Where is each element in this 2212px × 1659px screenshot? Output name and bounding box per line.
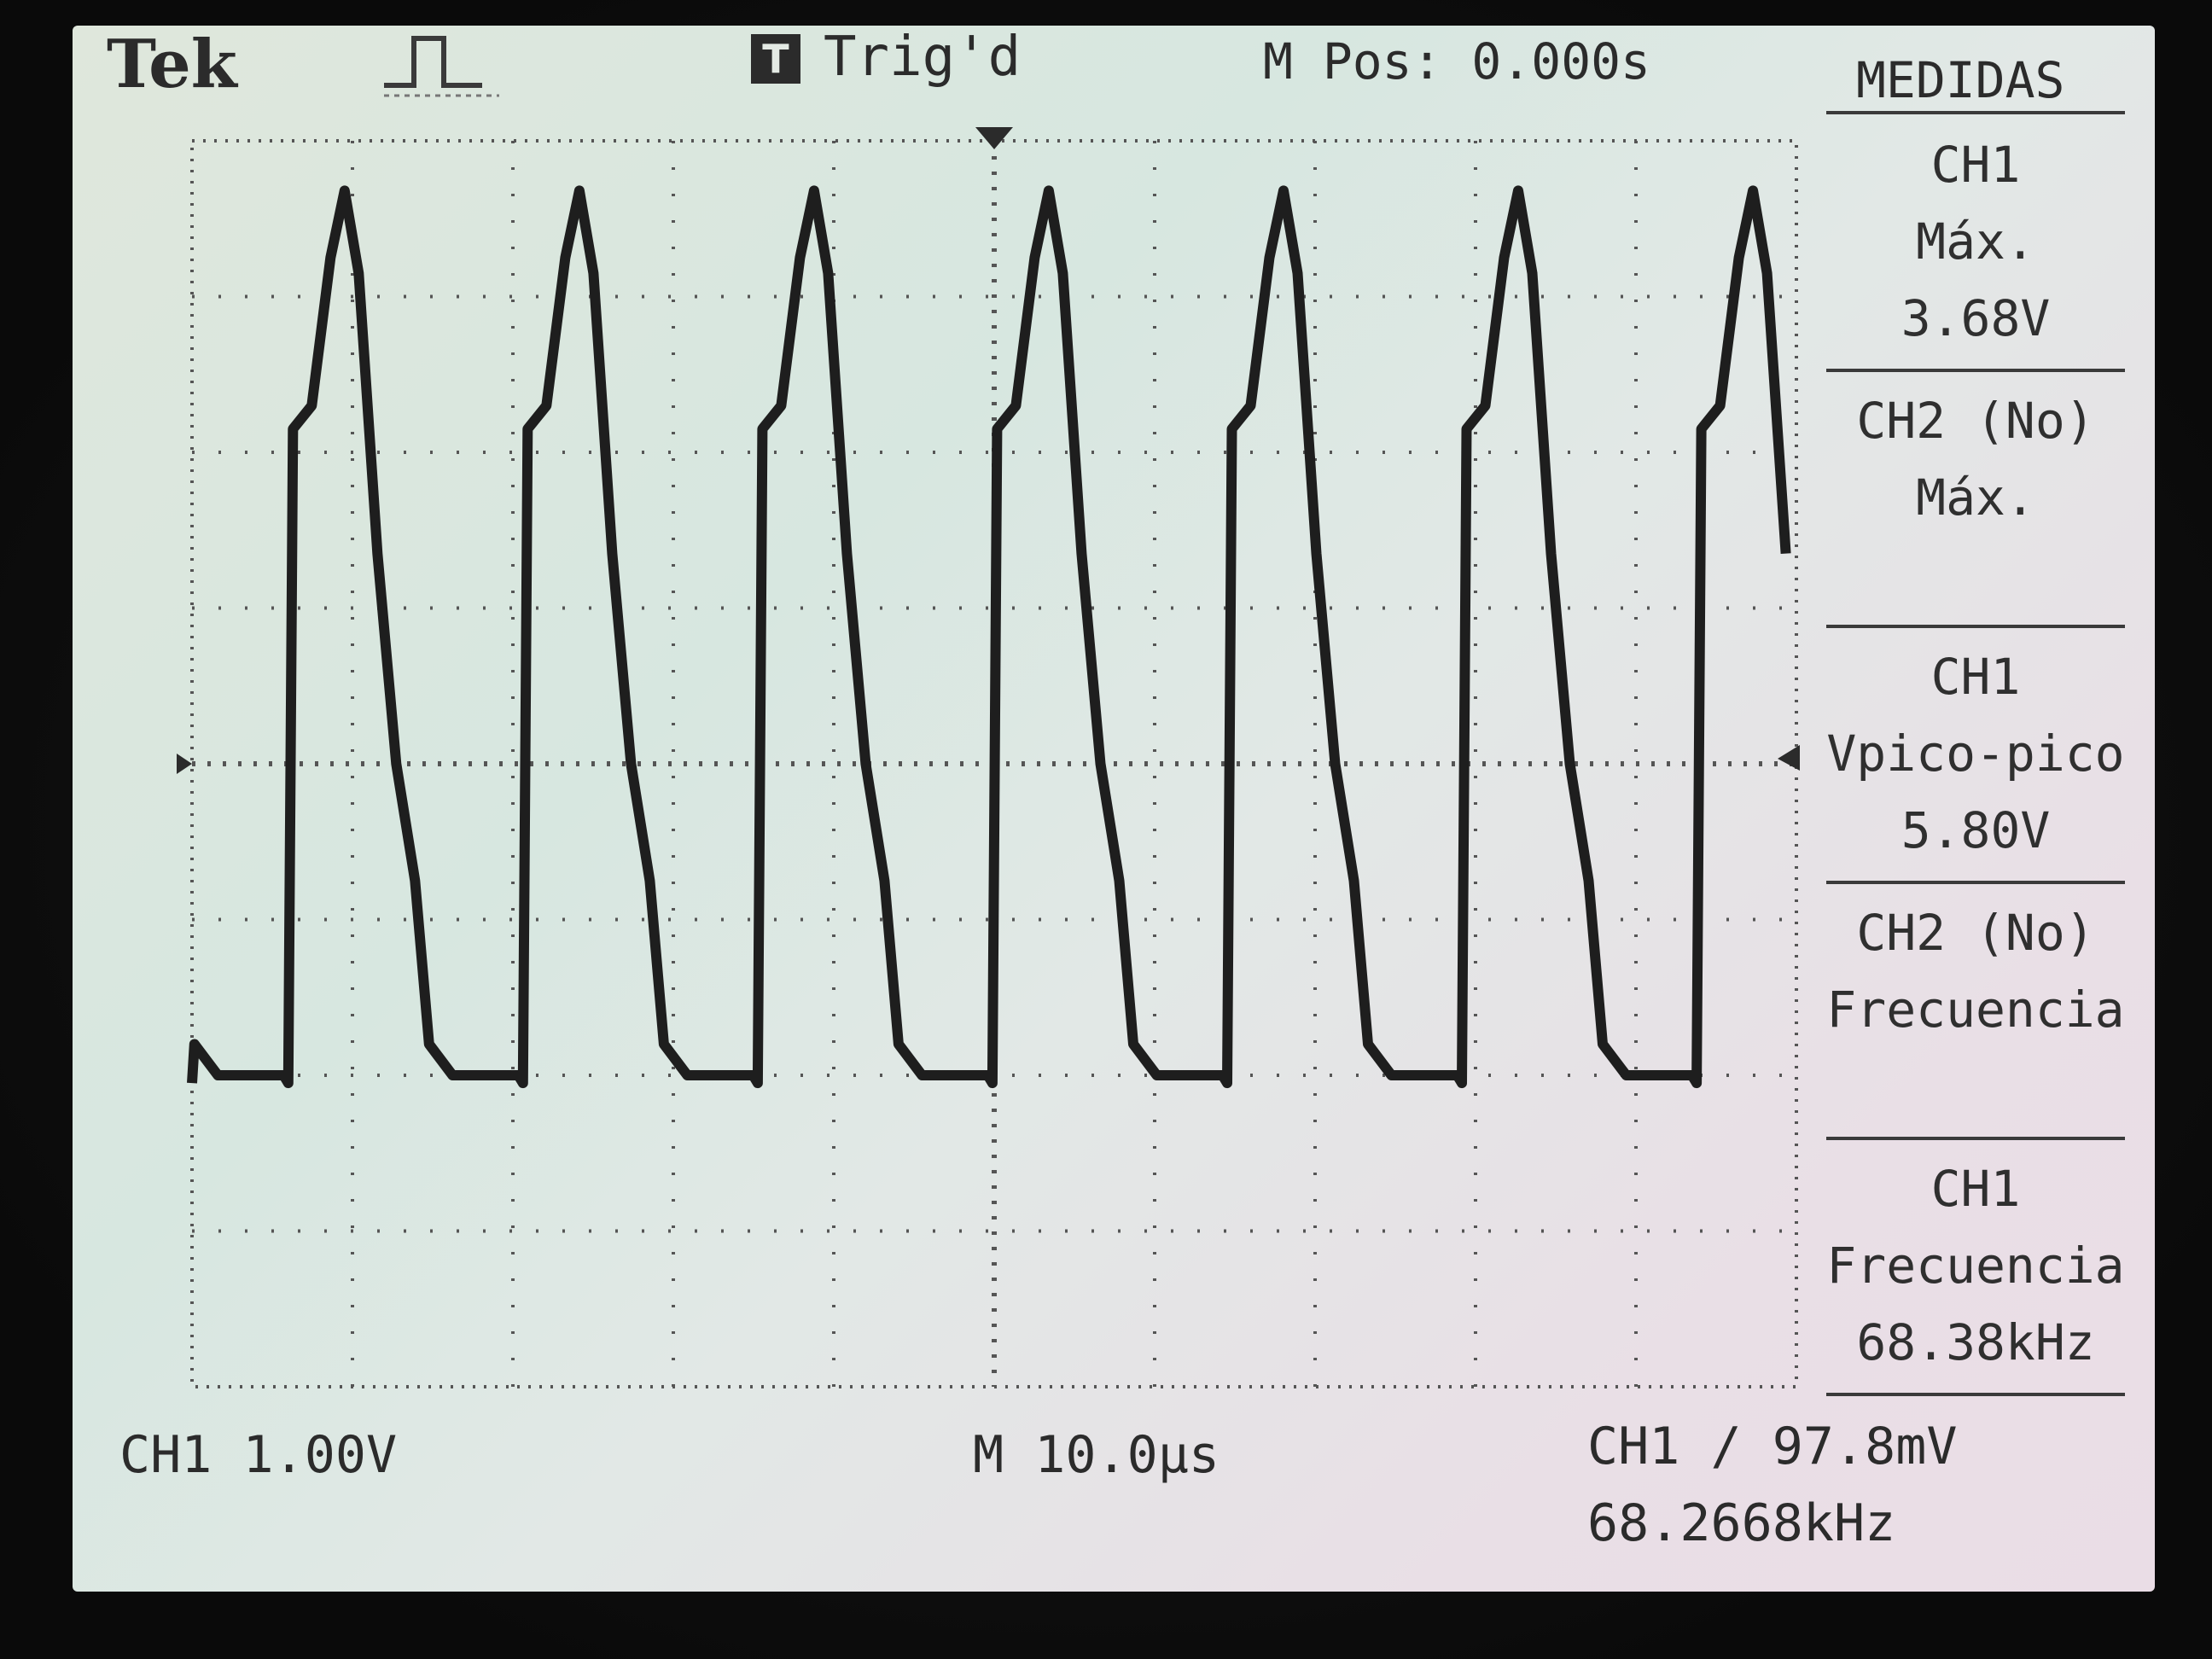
timebase-readout: M 10.0µs <box>973 1425 1220 1485</box>
menu-divider <box>1826 881 2125 884</box>
measure-source: CH2 (No) <box>1856 904 2095 962</box>
measure-item-ch2-max[interactable]: CH2 (No) Máx. <box>1818 382 2133 536</box>
measure-value: 5.80V <box>1901 801 2051 859</box>
graticule-grid <box>190 139 1798 1388</box>
ch1-ground-arrow-icon <box>177 754 192 774</box>
trigger-status: Trig'd <box>824 26 1022 89</box>
horizontal-position: M Pos: 0.000s <box>1263 32 1650 90</box>
trigger-level-marker-icon <box>1778 745 1800 771</box>
menu-divider <box>1826 369 2125 372</box>
measure-menu-title: MEDIDAS <box>1856 51 2065 109</box>
trigger-status-icon: T <box>751 34 800 84</box>
acquisition-pulse-icon <box>384 36 499 97</box>
menu-divider <box>1826 1393 2125 1396</box>
measure-type: Frecuencia <box>1826 981 2125 1039</box>
measure-value: 68.38kHz <box>1856 1313 2095 1371</box>
measure-item-ch1-vpp[interactable]: CH1 Vpico-pico 5.80V <box>1818 638 2133 869</box>
measure-source: CH1 <box>1930 648 2021 706</box>
measure-type: Máx. <box>1916 212 2035 271</box>
trigger-readout: CH1 ∕ 97.8mV <box>1587 1417 1958 1476</box>
menu-divider <box>1826 625 2125 628</box>
ch1-trace-path <box>187 185 1791 1089</box>
measure-item-ch1-max[interactable]: CH1 Máx. 3.68V <box>1818 126 2133 357</box>
measure-item-ch2-freq[interactable]: CH2 (No) Frecuencia <box>1818 894 2133 1048</box>
ch1-volts-per-div: CH1 1.00V <box>119 1425 398 1485</box>
measure-menu: CH1 Máx. 3.68V CH2 (No) Máx. CH1 Vpico-p… <box>1818 111 2133 1408</box>
brand-logo: Tek <box>107 26 237 103</box>
frequency-counter: 68.2668kHz <box>1587 1493 1896 1553</box>
menu-divider <box>1826 1137 2125 1140</box>
measure-type: Máx. <box>1916 469 2035 527</box>
measure-type: Frecuencia <box>1826 1237 2125 1295</box>
trigger-position-marker-icon <box>975 127 1013 149</box>
measure-item-ch1-freq[interactable]: CH1 Frecuencia 68.38kHz <box>1818 1150 2133 1381</box>
measure-source: CH1 <box>1930 1160 2021 1218</box>
measure-source: CH2 (No) <box>1856 392 2095 450</box>
ch1-trace <box>187 185 1791 1089</box>
measure-type: Vpico-pico <box>1826 725 2125 783</box>
oscilloscope-screen: Tek T Trig'd M Pos: 0.000s MEDIDAS 1 CH1… <box>73 26 2155 1592</box>
graticule-display: 1 <box>177 127 1800 1388</box>
measure-value: 3.68V <box>1901 289 2051 347</box>
measure-source: CH1 <box>1930 136 2021 194</box>
menu-divider <box>1826 111 2125 114</box>
graticule-markers: 1 <box>177 127 1800 774</box>
